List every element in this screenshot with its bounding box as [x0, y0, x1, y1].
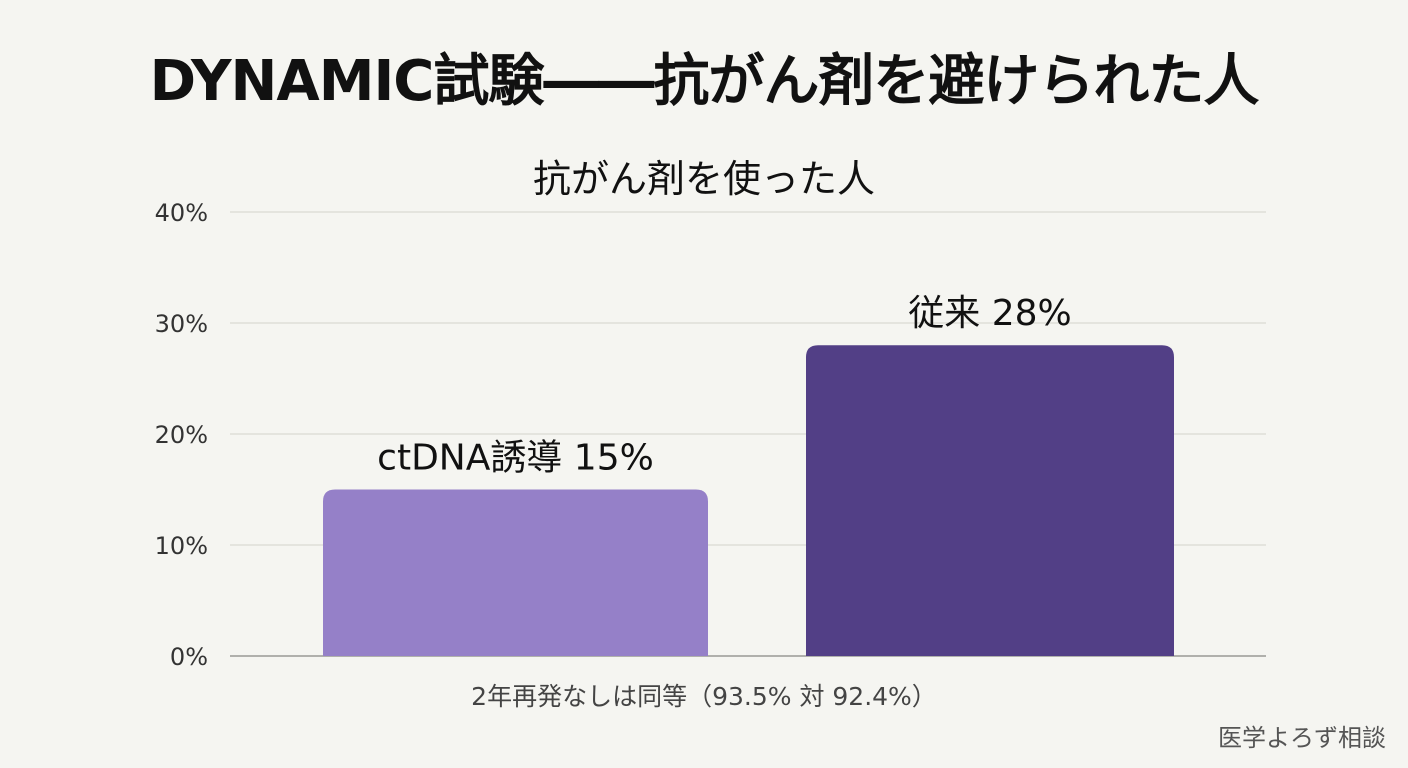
bars — [323, 345, 1174, 656]
y-tick-label: 30% — [155, 310, 208, 338]
data-label-conventional: 従来 28% — [908, 293, 1071, 334]
y-axis-ticks: 0% 10% 20% 30% 40% — [155, 199, 208, 671]
chart-subtitle: 抗がん剤を使った人 — [532, 157, 875, 201]
bar-conventional — [806, 345, 1174, 656]
chart-footnote: 2年再発なしは同等（93.5% 対 92.4%） — [471, 682, 937, 711]
bar-ctdna — [323, 489, 708, 656]
y-tick-label: 10% — [155, 532, 208, 560]
data-labels: ctDNA誘導 15% 従来 28% — [377, 293, 1072, 478]
page-title: DYNAMIC試験――抗がん剤を避けられた人 — [149, 49, 1260, 114]
y-tick-label: 40% — [155, 199, 208, 227]
y-tick-label: 0% — [170, 643, 208, 671]
watermark: 医学よろず相談 — [1218, 724, 1386, 752]
y-tick-label: 20% — [155, 421, 208, 449]
data-label-ctdna: ctDNA誘導 15% — [377, 438, 654, 479]
